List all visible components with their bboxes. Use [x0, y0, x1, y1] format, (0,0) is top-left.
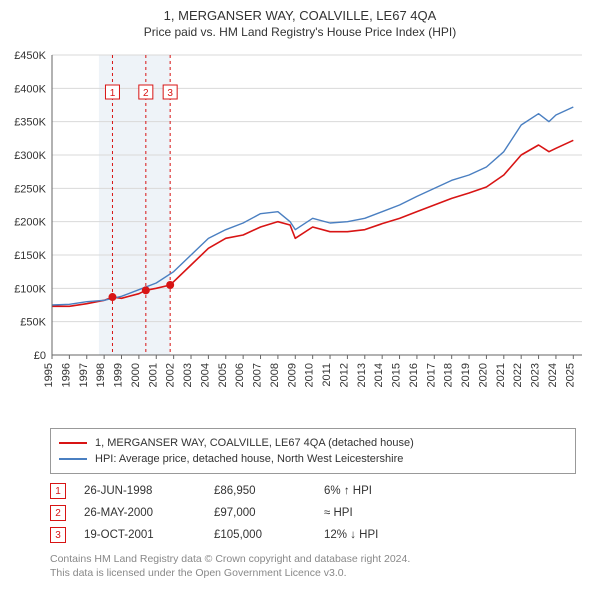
- chart-title: 1, MERGANSER WAY, COALVILLE, LE67 4QA: [0, 8, 600, 23]
- svg-text:2000: 2000: [130, 363, 142, 387]
- svg-text:1996: 1996: [60, 363, 72, 387]
- svg-text:2011: 2011: [321, 363, 333, 387]
- footer-line-2: This data is licensed under the Open Gov…: [50, 566, 576, 580]
- svg-text:£450K: £450K: [14, 50, 46, 62]
- sale-price: £105,000: [214, 529, 324, 541]
- svg-text:2020: 2020: [477, 363, 489, 387]
- svg-text:2009: 2009: [286, 363, 298, 387]
- svg-text:£400K: £400K: [14, 83, 46, 95]
- svg-text:2014: 2014: [373, 363, 385, 387]
- svg-text:2018: 2018: [443, 363, 455, 387]
- sale-diff: 6% ↑ HPI: [324, 485, 444, 497]
- svg-text:1999: 1999: [113, 363, 125, 387]
- sale-marker-box: 1: [50, 483, 66, 499]
- svg-text:2017: 2017: [425, 363, 437, 387]
- sale-date: 26-JUN-1998: [84, 485, 214, 497]
- svg-text:2021: 2021: [495, 363, 507, 387]
- svg-text:2006: 2006: [234, 363, 246, 387]
- svg-text:2003: 2003: [182, 363, 194, 387]
- legend-box: 1, MERGANSER WAY, COALVILLE, LE67 4QA (d…: [50, 428, 576, 474]
- sale-diff: 12% ↓ HPI: [324, 529, 444, 541]
- titles: 1, MERGANSER WAY, COALVILLE, LE67 4QA Pr…: [0, 0, 600, 45]
- svg-text:1998: 1998: [95, 363, 107, 387]
- sale-row: 3 19-OCT-2001£105,00012% ↓ HPI: [50, 524, 576, 546]
- legend-label: HPI: Average price, detached house, Nort…: [95, 453, 403, 465]
- sale-price: £86,950: [214, 485, 324, 497]
- svg-text:2023: 2023: [530, 363, 542, 387]
- svg-text:2012: 2012: [338, 363, 350, 387]
- svg-text:1995: 1995: [43, 363, 55, 387]
- svg-text:2001: 2001: [147, 363, 159, 387]
- svg-text:2015: 2015: [391, 363, 403, 387]
- svg-text:2019: 2019: [460, 363, 472, 387]
- sale-date: 26-MAY-2000: [84, 507, 214, 519]
- footer-line-1: Contains HM Land Registry data © Crown c…: [50, 552, 576, 566]
- line-chart-svg: £0 £50K £100K £150K £200K £250K £300K £350K £400…: [0, 45, 600, 415]
- svg-text:1997: 1997: [78, 363, 90, 387]
- svg-text:2022: 2022: [512, 363, 524, 387]
- svg-text:2010: 2010: [304, 363, 316, 387]
- svg-text:£100K: £100K: [14, 283, 46, 295]
- svg-text:£0: £0: [34, 350, 46, 362]
- svg-text:2004: 2004: [199, 363, 211, 387]
- svg-text:£200K: £200K: [14, 217, 46, 229]
- svg-text:£150K: £150K: [14, 250, 46, 262]
- svg-text:£350K: £350K: [14, 117, 46, 129]
- svg-text:2008: 2008: [269, 363, 281, 387]
- svg-text:1: 1: [110, 88, 116, 99]
- sale-row: 1 26-JUN-1998£86,9506% ↑ HPI: [50, 480, 576, 502]
- chart-subtitle: Price paid vs. HM Land Registry's House …: [0, 25, 600, 39]
- sale-marker-box: 2: [50, 505, 66, 521]
- sale-date: 19-OCT-2001: [84, 529, 214, 541]
- chart-area: £0 £50K £100K £150K £200K £250K £300K £350K £400…: [0, 45, 600, 420]
- chart-container: 1, MERGANSER WAY, COALVILLE, LE67 4QA Pr…: [0, 0, 600, 580]
- svg-text:£300K: £300K: [14, 150, 46, 162]
- legend-item: HPI: Average price, detached house, Nort…: [59, 451, 567, 467]
- svg-text:£50K: £50K: [20, 317, 46, 329]
- svg-text:2002: 2002: [165, 363, 177, 387]
- sale-row: 2 26-MAY-2000£97,000≈ HPI: [50, 502, 576, 524]
- sale-price: £97,000: [214, 507, 324, 519]
- sales-table: 1 26-JUN-1998£86,9506% ↑ HPI 2 26-MAY-2000£…: [50, 480, 576, 546]
- svg-text:£250K: £250K: [14, 183, 46, 195]
- sale-marker-box: 3: [50, 527, 66, 543]
- sale-diff: ≈ HPI: [324, 507, 444, 519]
- svg-text:2013: 2013: [356, 363, 368, 387]
- legend-swatch: [59, 442, 87, 444]
- svg-text:2024: 2024: [547, 363, 559, 387]
- svg-text:3: 3: [167, 88, 173, 99]
- svg-text:2025: 2025: [564, 363, 576, 387]
- legend-swatch: [59, 458, 87, 460]
- footer-attribution: Contains HM Land Registry data © Crown c…: [50, 552, 576, 580]
- svg-text:2005: 2005: [217, 363, 229, 387]
- legend-item: 1, MERGANSER WAY, COALVILLE, LE67 4QA (d…: [59, 435, 567, 451]
- svg-text:2007: 2007: [252, 363, 264, 387]
- svg-text:2016: 2016: [408, 363, 420, 387]
- svg-text:2: 2: [143, 88, 149, 99]
- legend-label: 1, MERGANSER WAY, COALVILLE, LE67 4QA (d…: [95, 437, 414, 449]
